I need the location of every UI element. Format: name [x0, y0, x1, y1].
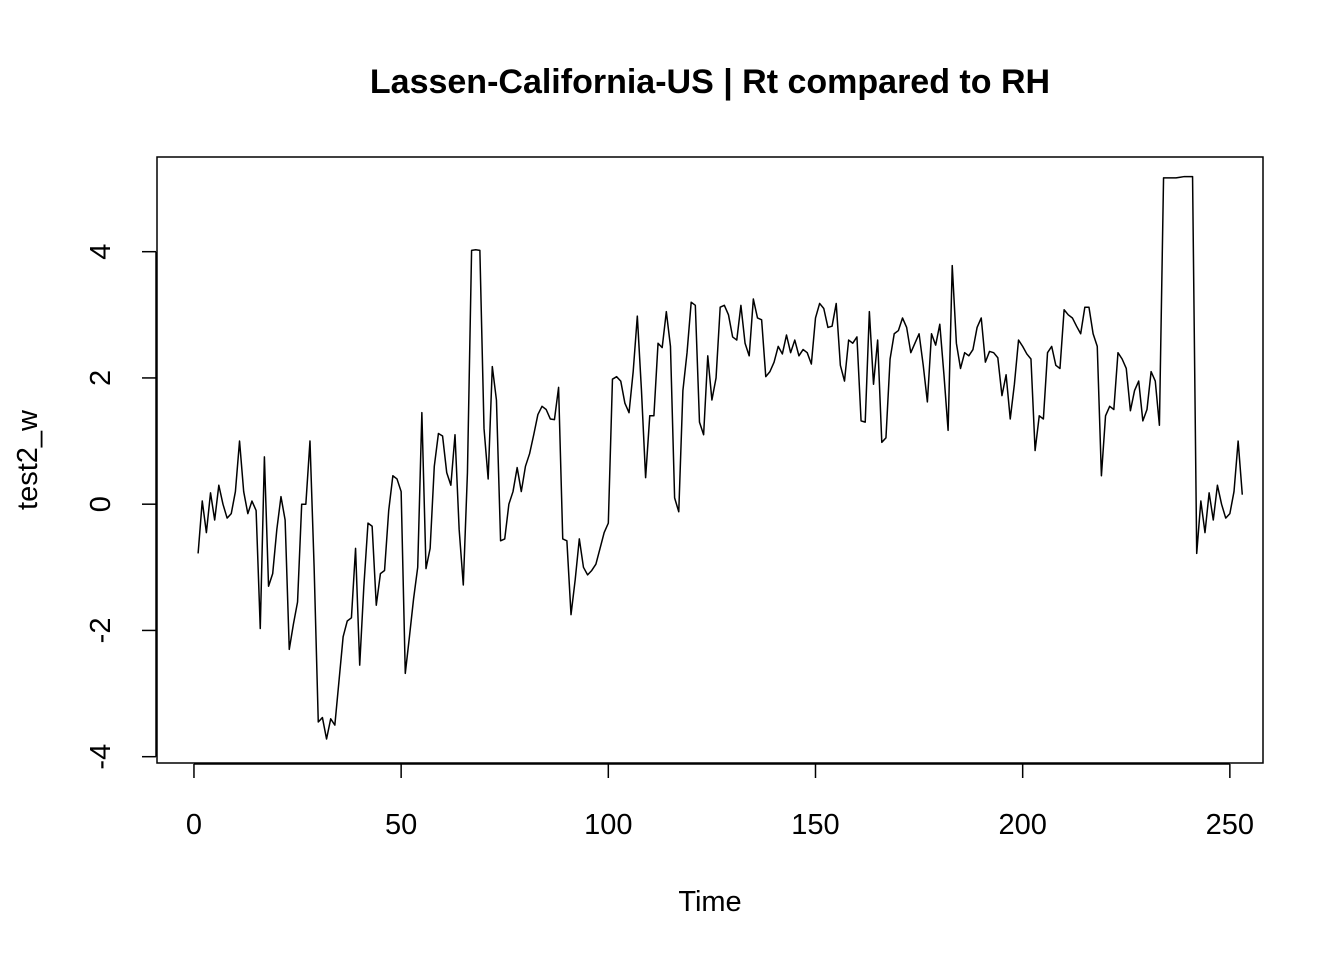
- x-tick-label: 50: [385, 809, 417, 841]
- y-tick-label: 0: [85, 496, 117, 512]
- x-tick-label: 0: [186, 809, 202, 841]
- y-tick-label: 2: [85, 370, 117, 386]
- y-axis: -4 -2 0 2 4: [85, 244, 157, 770]
- x-axis-label: Time: [678, 886, 741, 918]
- x-tick-label: 100: [584, 809, 632, 841]
- series-line: [197, 175, 1244, 740]
- y-tick-label: -2: [85, 618, 117, 644]
- x-tick-label: 200: [998, 809, 1046, 841]
- chart-title: Lassen-California-US | Rt compared to RH: [370, 63, 1050, 101]
- y-tick-label: -4: [85, 744, 117, 770]
- y-tick-label: 4: [85, 244, 117, 260]
- series-layer: [197, 175, 1244, 740]
- y-axis-label: test2_w: [12, 409, 44, 510]
- plot-frame: [156, 156, 1264, 764]
- x-tick-label: 250: [1206, 809, 1254, 841]
- x-axis: 0 50 100 150 200 250: [186, 763, 1254, 841]
- x-tick-label: 150: [791, 809, 839, 841]
